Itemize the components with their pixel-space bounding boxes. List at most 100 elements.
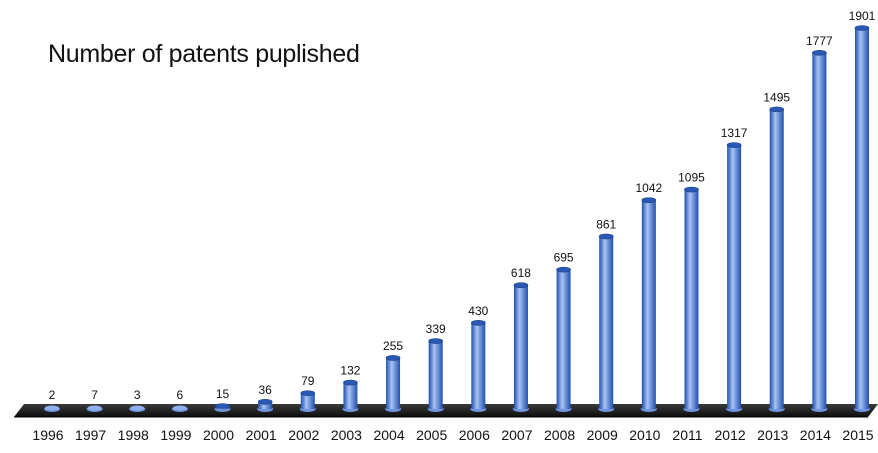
bar-cap — [172, 405, 187, 411]
data-label: 2 — [49, 388, 56, 402]
bar-body — [641, 200, 656, 409]
x-axis-ticks: 1996 1997 1998 1999 2000 2001 2002 2003 2004 2005… — [32, 427, 873, 443]
bar-1998 — [129, 405, 146, 412]
bar-cap — [598, 233, 614, 240]
x-tick-label: 2005 — [416, 427, 447, 443]
x-tick-label: 2012 — [715, 427, 746, 443]
data-label: 1317 — [721, 126, 748, 140]
bar-cap — [556, 266, 571, 273]
x-tick-label: 2002 — [288, 427, 319, 443]
bar-1999 — [171, 405, 188, 412]
bar-body — [386, 357, 401, 409]
bar-1996 — [44, 405, 60, 412]
bar-2003 — [342, 379, 359, 412]
data-label: 132 — [340, 364, 360, 378]
bar-2012 — [726, 142, 743, 412]
floor-plane — [14, 404, 878, 417]
bar-2010 — [640, 197, 657, 412]
bar-body — [684, 189, 699, 409]
data-label: 618 — [511, 266, 531, 280]
bar-2011 — [683, 186, 700, 412]
bar-2004 — [385, 355, 402, 412]
bar-cap — [812, 50, 827, 56]
bar-cap — [130, 405, 145, 411]
data-label: 1495 — [763, 90, 790, 104]
data-label: 861 — [596, 217, 616, 231]
data-label: 1095 — [678, 171, 705, 185]
data-label: 6 — [177, 388, 184, 402]
bar-body — [556, 269, 571, 409]
bar-body — [727, 145, 742, 409]
x-tick-label: 1998 — [118, 427, 149, 443]
data-label: 15 — [216, 387, 230, 401]
x-tick-label: 1999 — [160, 427, 191, 443]
x-tick-label: 2011 — [672, 427, 702, 443]
bar-cap — [726, 142, 742, 148]
bar-cap — [854, 25, 870, 31]
x-tick-label: 1996 — [32, 427, 63, 443]
data-label: 1901 — [849, 9, 876, 23]
data-label: 255 — [383, 339, 403, 353]
x-tick-label: 2008 — [544, 427, 575, 443]
x-tick-label: 2000 — [203, 427, 234, 443]
bar-cap — [385, 355, 401, 361]
bar-body — [428, 341, 443, 409]
x-tick-label: 2009 — [587, 427, 618, 443]
bar-body — [812, 52, 827, 410]
bar-2002 — [299, 390, 316, 412]
bar-2006 — [470, 320, 487, 412]
bar-2001 — [257, 398, 274, 412]
x-tick-label: 2014 — [800, 427, 831, 443]
data-labels: 2 7 3 6 15 3679132255339430618695861104210951… — [49, 9, 876, 402]
data-label: 1777 — [806, 34, 833, 48]
bar-2013 — [768, 106, 785, 412]
bar-2014 — [811, 50, 828, 412]
bars — [44, 25, 870, 412]
bar-body — [343, 382, 358, 409]
bar-cap — [45, 405, 59, 411]
bar-cap — [641, 197, 657, 203]
bar-2015 — [854, 25, 870, 412]
bar-2000 — [214, 403, 231, 412]
bar-body — [258, 401, 273, 409]
bar-cap — [257, 398, 273, 405]
bar-2009 — [598, 233, 615, 412]
data-label: 3 — [134, 388, 141, 402]
data-label: 79 — [301, 374, 315, 388]
bar-2007 — [512, 282, 529, 412]
bar-cap — [300, 390, 316, 396]
bar-body — [471, 322, 486, 409]
x-tick-label: 2004 — [373, 427, 404, 443]
bar-body — [599, 236, 614, 409]
x-tick-label: 2003 — [331, 427, 362, 443]
bar-2008 — [555, 266, 572, 412]
bar-body — [769, 109, 784, 410]
x-tick-label: 2007 — [501, 427, 532, 443]
x-tick-label: 2015 — [842, 427, 873, 443]
bar-2005 — [427, 338, 444, 412]
data-label: 36 — [258, 383, 272, 397]
bar-cap — [87, 405, 102, 411]
bar-cap — [428, 338, 443, 344]
bar-body — [513, 285, 528, 409]
bar-body — [855, 28, 869, 409]
bar-cap — [471, 320, 486, 326]
data-label: 1042 — [635, 181, 662, 195]
x-tick-label: 1997 — [75, 427, 106, 443]
chart-title: Number of patents puplished — [48, 40, 360, 68]
x-tick-label: 2001 — [246, 427, 277, 443]
bar-cap — [513, 282, 529, 288]
data-label: 7 — [91, 388, 98, 402]
x-tick-label: 2013 — [757, 427, 788, 443]
bar-cap — [769, 106, 785, 113]
data-label: 695 — [554, 251, 574, 265]
bar-cap — [684, 186, 699, 193]
x-tick-label: 2006 — [459, 427, 490, 443]
data-label: 339 — [426, 322, 446, 336]
bar-1997 — [86, 405, 103, 412]
bar-cap — [215, 403, 230, 409]
bar-body — [300, 393, 315, 409]
chart-floor — [14, 404, 878, 418]
